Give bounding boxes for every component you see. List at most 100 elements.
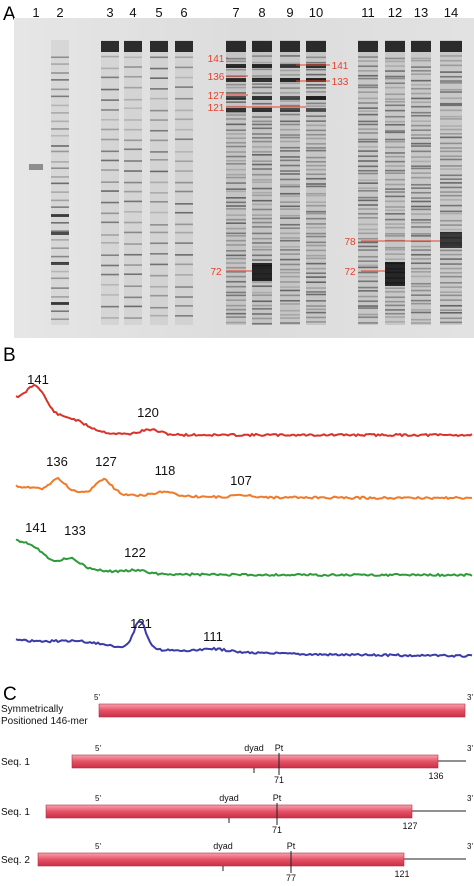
- gel-band: [411, 249, 431, 251]
- gel-band: [306, 308, 326, 311]
- gel-band: [280, 294, 300, 297]
- gel-band: [280, 239, 300, 242]
- gel-band: [440, 80, 462, 82]
- gel-band: [150, 170, 168, 173]
- gel-band: [358, 165, 378, 168]
- marker-label: 78: [344, 237, 356, 248]
- gel-band: [411, 183, 431, 186]
- gel-band: [385, 246, 405, 249]
- gel-band: [280, 69, 300, 72]
- gel-band: [101, 234, 119, 236]
- gel-band: [252, 226, 272, 228]
- gel-band: [101, 201, 119, 204]
- gel-band: [440, 253, 462, 256]
- gel-band: [358, 212, 378, 215]
- gel-band: [411, 176, 431, 179]
- gel-band: [150, 253, 168, 255]
- peak-label: 136: [46, 454, 68, 469]
- lane-number: 7: [232, 5, 239, 20]
- gel-band: [175, 128, 193, 131]
- dna-bar: [37, 852, 405, 867]
- gel-band: [411, 318, 431, 321]
- gel-band: [280, 140, 300, 143]
- marker-label: 141: [208, 54, 225, 65]
- gel-band: [440, 194, 462, 197]
- gel-band: [252, 102, 272, 105]
- gel-band: [252, 179, 272, 181]
- gel-band: [252, 61, 272, 64]
- gel-band: [280, 286, 300, 288]
- gel-band: [101, 241, 119, 244]
- gel-lane: [385, 40, 405, 325]
- gel-band: [226, 239, 246, 242]
- gel-band: [280, 55, 300, 57]
- gel-band: [175, 315, 193, 317]
- gel-band: [440, 118, 462, 120]
- gel-band: [385, 206, 405, 208]
- gel-band: [440, 191, 462, 193]
- gel-band: [306, 56, 326, 59]
- gel-band: [226, 188, 246, 190]
- gel-band: [226, 275, 246, 278]
- gel-band: [385, 109, 405, 112]
- gel-band: [226, 114, 246, 116]
- gel-band: [440, 150, 462, 153]
- gel-band: [440, 142, 462, 145]
- gel-band: [440, 291, 462, 294]
- gel-band: [226, 64, 246, 68]
- gel-band: [306, 177, 326, 180]
- gel-band: [411, 145, 431, 147]
- gel-band: [226, 222, 246, 224]
- gel-band: [280, 120, 300, 123]
- gel-band: [226, 83, 246, 86]
- size-marker: 78: [344, 237, 440, 248]
- gel-band: [51, 161, 69, 163]
- three-prime-label: 3': [467, 693, 473, 702]
- gel-band: [306, 84, 326, 86]
- dna-bar: [45, 804, 413, 819]
- gel-band: [226, 321, 246, 324]
- gel-band: [280, 136, 300, 139]
- gel-band: [51, 134, 69, 137]
- gel-band: [101, 118, 119, 121]
- gel-band: [385, 41, 405, 52]
- gel-band: [101, 254, 119, 257]
- gel-band: [226, 96, 246, 100]
- gel-band: [175, 286, 193, 288]
- gel-band: [226, 190, 246, 193]
- gel-band: [385, 123, 405, 126]
- gel-band: [226, 168, 246, 171]
- gel-band: [358, 91, 378, 94]
- gel-band: [124, 264, 142, 266]
- gel-band: [306, 217, 326, 220]
- gel-band: [306, 160, 326, 163]
- gel-band: [306, 164, 326, 167]
- gel-band: [150, 67, 168, 70]
- gel-band: [175, 211, 193, 214]
- gel-band: [385, 209, 405, 212]
- gel-band: [252, 163, 272, 166]
- peak-labels: 141 120 136 127 118 107 141 133 122 121 111: [25, 372, 252, 644]
- gel-band: [358, 169, 378, 172]
- gel-band: [280, 317, 300, 319]
- gel-band: [440, 168, 462, 170]
- gel-band: [252, 285, 272, 288]
- gel-band: [252, 187, 272, 190]
- gel-band: [101, 305, 119, 308]
- gel-band: [306, 311, 326, 314]
- panel-b-letter: B: [3, 345, 16, 366]
- dna-bar: [98, 703, 466, 718]
- gel-band: [150, 109, 168, 112]
- gel-band: [101, 99, 119, 101]
- gel-band: [252, 127, 272, 130]
- gel-band: [411, 311, 431, 314]
- gel-band: [411, 322, 431, 324]
- gel-band: [385, 253, 405, 255]
- gel-band: [252, 181, 272, 184]
- gel-band: [306, 272, 326, 275]
- gel-band: [124, 181, 142, 184]
- gel-band: [101, 88, 119, 91]
- gel-band: [440, 186, 462, 189]
- gel-band: [252, 160, 272, 162]
